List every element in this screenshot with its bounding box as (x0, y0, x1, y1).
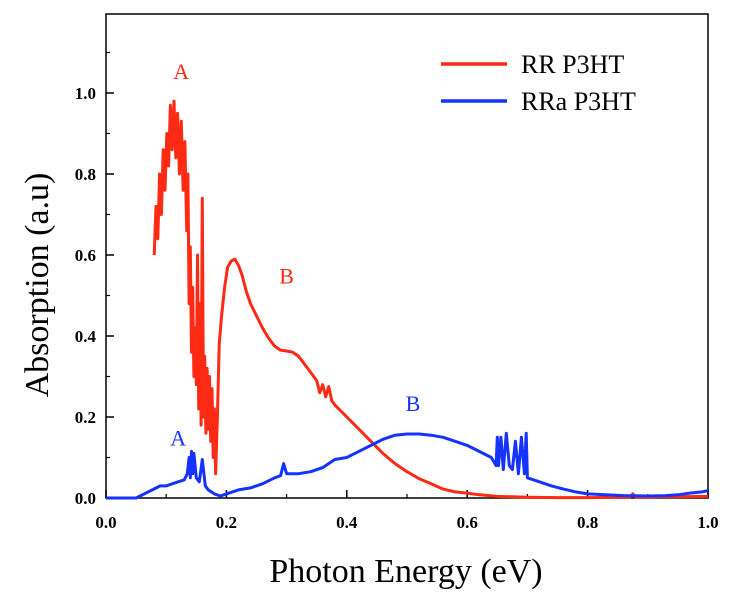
peak-label: A (173, 59, 189, 84)
annotations: A B A B (170, 59, 420, 451)
legend-label: RRa P3HT (521, 87, 636, 116)
x-tick-label: 0.6 (457, 513, 478, 532)
x-tick-label: 0.8 (577, 513, 598, 532)
series-line-rr-p3ht (152, 99, 709, 500)
x-tick-label: 0.4 (336, 513, 358, 532)
legend-label: RR P3HT (521, 50, 624, 79)
x-tick-label: 1.0 (697, 513, 718, 532)
y-axis-title: Absorption (a.u) (19, 173, 56, 398)
series-group (106, 99, 709, 500)
peak-label: A (170, 425, 186, 450)
legend: RR P3HT RRa P3HT (441, 50, 636, 116)
y-tick-label: 0.8 (75, 165, 96, 184)
x-tick-label: 0.2 (216, 513, 237, 532)
y-tick-label: 0.2 (75, 408, 96, 427)
y-tick-label: 0.0 (75, 489, 96, 508)
peak-label: B (279, 263, 294, 288)
y-tick-label: 1.0 (75, 84, 96, 103)
peak-label: B (406, 391, 421, 416)
x-tick-label: 0.0 (95, 513, 116, 532)
x-axis-title: Photon Energy (eV) (269, 553, 542, 590)
y-tick-label: 0.6 (75, 246, 96, 265)
series-line-rra-p3ht (106, 431, 709, 500)
y-tick-label: 0.4 (75, 327, 97, 346)
